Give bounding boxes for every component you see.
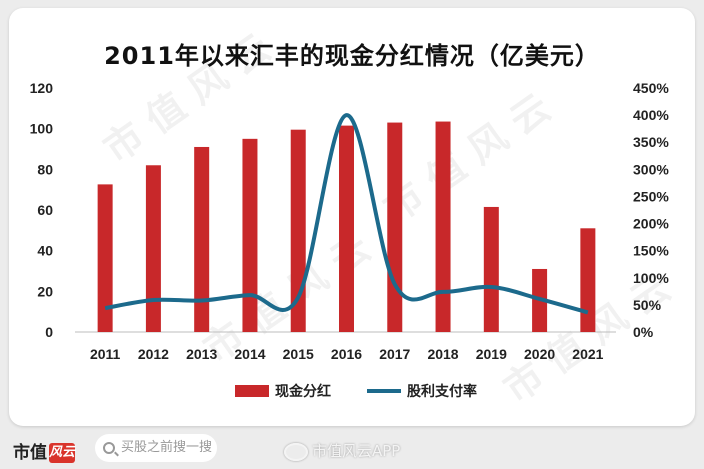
search-icon (103, 442, 115, 454)
x-axis-labels: 2011 2012 2013 2014 2015 2016 2017 2018 2019 2020… (90, 346, 604, 362)
x-tick-label: 2021 (572, 346, 603, 362)
bar (145, 165, 161, 332)
bar (242, 138, 258, 332)
x-tick-label: 2015 (283, 346, 314, 362)
bar (435, 121, 451, 332)
y-right-tick-label: 0% (633, 324, 654, 340)
chart-title: 2011年以来汇丰的现金分红情况（亿美元） (104, 42, 600, 70)
line-series (104, 113, 589, 315)
y-left-tick-label: 20 (37, 283, 53, 299)
y-right-tick-label: 100% (633, 270, 669, 286)
search-box[interactable]: 买股之前搜一搜 (95, 434, 217, 462)
x-tick-label: 2019 (476, 346, 507, 362)
bar (339, 125, 354, 332)
y-right-tick-label: 450% (633, 80, 669, 96)
legend-swatch-bar (235, 385, 269, 397)
y-right-tick-label: 350% (633, 134, 669, 150)
brand-text: 市值 (13, 443, 47, 463)
y-right-tick-label: 150% (633, 243, 669, 259)
y-right-tick-label: 200% (633, 216, 669, 232)
bar (194, 146, 210, 332)
y-right-tick-label: 50% (633, 297, 662, 313)
weibo-text: 市值风云APP (312, 442, 401, 460)
y-axis-right: 0% 50% 100% 150% 200% 250% 300% 350% 400% 450% (633, 80, 669, 340)
x-tick-label: 2017 (379, 346, 410, 362)
bar (97, 184, 113, 332)
bar-series (97, 121, 596, 332)
brand-mark-icon: 风云 (49, 443, 75, 463)
y-left-tick-label: 80 (37, 161, 53, 177)
x-tick-label: 2012 (138, 346, 169, 362)
y-left-tick-label: 60 (37, 202, 53, 218)
y-left-tick-label: 40 (37, 243, 53, 259)
x-tick-label: 2020 (524, 346, 555, 362)
x-tick-label: 2013 (186, 346, 217, 362)
y-left-tick-label: 120 (30, 80, 54, 96)
legend-label-bar: 现金分红 (275, 383, 331, 400)
weibo-watermark: 市值风云APP (284, 440, 400, 461)
search-placeholder: 买股之前搜一搜 (121, 440, 213, 455)
footer-bar: 市值 风云 买股之前搜一搜 市值风云APP (0, 430, 704, 469)
y-right-tick-label: 300% (633, 161, 669, 177)
y-left-tick-label: 100 (30, 121, 54, 137)
payout-ratio-line (104, 113, 589, 315)
bar (387, 122, 403, 332)
brand-logo: 市值 风云 (13, 438, 75, 463)
x-tick-label: 2014 (234, 346, 265, 362)
x-tick-label: 2018 (427, 346, 458, 362)
y-right-tick-label: 250% (633, 188, 669, 204)
x-tick-label: 2016 (331, 346, 362, 362)
x-tick-label: 2011 (90, 346, 121, 362)
chart-card: 市 值 风 云 市 值 风 云 市 值 风 云 市 值 风 云 2011年以来汇… (9, 8, 695, 426)
legend: 现金分红 股利支付率 (235, 383, 477, 400)
y-axis-left: 0 20 40 60 80 100 120 (30, 80, 54, 340)
bar (290, 129, 306, 332)
bar (580, 228, 596, 332)
weibo-icon (284, 442, 308, 461)
bar (483, 206, 499, 332)
y-right-tick-label: 400% (633, 107, 669, 123)
chart-plot: 0 20 40 60 80 100 120 0% 50% 100% 150% 200% 250% 300… (30, 80, 670, 400)
legend-label-line: 股利支付率 (407, 383, 477, 400)
y-left-tick-label: 0 (45, 324, 53, 340)
